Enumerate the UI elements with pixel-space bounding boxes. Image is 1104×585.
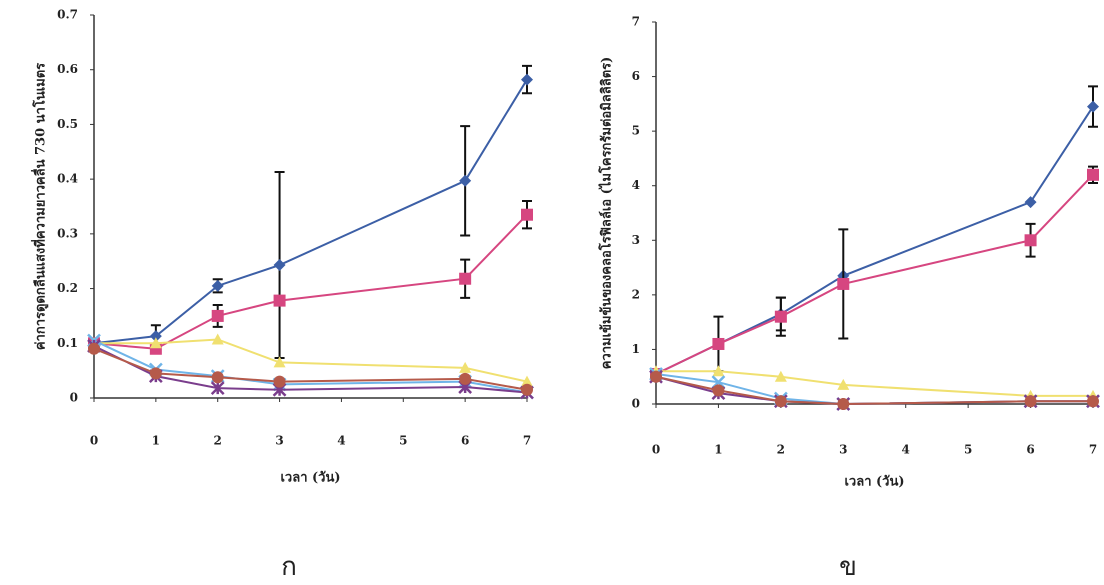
marker: [1087, 168, 1099, 181]
marker: [1024, 395, 1037, 408]
x-tick-label: 5: [964, 443, 972, 457]
series-line: [655, 375, 1093, 406]
marker: [521, 73, 533, 86]
y-axis-title: ความเข้มข้นของคลอโรฟิลล์เอ (ไมโครกรัมต่อ…: [598, 57, 615, 370]
x-tick-label: 7: [523, 434, 531, 448]
marker: [149, 330, 162, 343]
x-tick-label: 1: [152, 434, 160, 448]
y-tick-label: 0.1: [57, 336, 78, 350]
marker: [774, 310, 787, 323]
x-tick-label: 3: [839, 443, 847, 457]
marker: [459, 174, 472, 187]
marker: [712, 337, 725, 350]
marker: [211, 333, 224, 345]
y-tick-label: 0: [70, 391, 78, 405]
marker: [521, 375, 533, 387]
y-tick-label: 0.5: [57, 117, 78, 131]
x-tick-label: 4: [902, 443, 910, 457]
marker: [273, 356, 286, 368]
x-tick-label: 4: [337, 434, 345, 448]
y-axis-title: ค่าการดูดกลืนแสงที่ความยาวคลื่น 730 นาโน…: [31, 63, 49, 350]
y-tick-label: 0.7: [57, 8, 78, 22]
panel-label: ก: [281, 552, 297, 582]
marker: [1024, 196, 1037, 209]
panel-label: ข: [839, 552, 857, 582]
marker: [712, 384, 725, 397]
y-tick-label: 1: [632, 342, 640, 356]
marker: [1024, 234, 1037, 247]
marker: [459, 372, 472, 385]
marker: [774, 395, 787, 408]
x-tick-label: 0: [90, 434, 98, 448]
y-tick-label: 4: [632, 178, 640, 192]
x-tick-label: 2: [777, 443, 785, 457]
marker: [211, 309, 224, 322]
series-line: [93, 214, 528, 350]
y-tick-label: 7: [632, 15, 640, 29]
y-tick-label: 6: [632, 69, 640, 83]
y-tick-label: 2: [632, 287, 640, 301]
y-tick-label: 0.2: [57, 281, 78, 295]
x-axis-title: เวลา (วัน): [280, 471, 340, 486]
y-tick-label: 0.6: [57, 62, 78, 76]
x-tick-label: 6: [461, 434, 469, 448]
marker: [837, 398, 850, 410]
x-tick-label: 0: [652, 443, 660, 457]
marker: [521, 383, 533, 396]
x-tick-label: 3: [275, 434, 283, 448]
series-line: [94, 338, 528, 383]
marker: [1087, 395, 1099, 408]
series-line: [93, 347, 528, 391]
marker: [211, 279, 224, 292]
series-line: [655, 174, 1094, 375]
marker: [774, 370, 787, 382]
x-tick-label: 5: [399, 434, 407, 448]
marker: [273, 259, 286, 272]
y-tick-label: 0: [632, 397, 640, 411]
x-tick-label: 7: [1089, 443, 1097, 457]
marker: [837, 277, 850, 290]
marker: [1087, 100, 1099, 113]
x-tick-label: 1: [714, 443, 722, 457]
marker: [459, 361, 472, 373]
series-line: [93, 79, 528, 345]
y-tick-label: 0.4: [57, 172, 78, 186]
x-tick-label: 6: [1026, 443, 1034, 457]
marker: [712, 365, 725, 377]
marker: [521, 208, 533, 221]
y-tick-label: 3: [632, 233, 640, 247]
series-line: [656, 370, 1093, 397]
marker: [210, 381, 225, 396]
y-tick-label: 0.3: [57, 226, 78, 240]
series-line: [93, 345, 528, 394]
marker: [88, 342, 100, 355]
marker: [837, 378, 850, 390]
y-tick-label: 5: [632, 124, 640, 138]
marker: [459, 272, 472, 285]
marker: [650, 370, 662, 383]
x-axis-title: เวลา (วัน): [844, 475, 904, 490]
marker: [273, 294, 286, 307]
x-tick-label: 2: [214, 434, 222, 448]
marker: [273, 375, 286, 388]
marker: [149, 367, 162, 380]
marker: [211, 371, 224, 384]
marker: [149, 337, 162, 349]
